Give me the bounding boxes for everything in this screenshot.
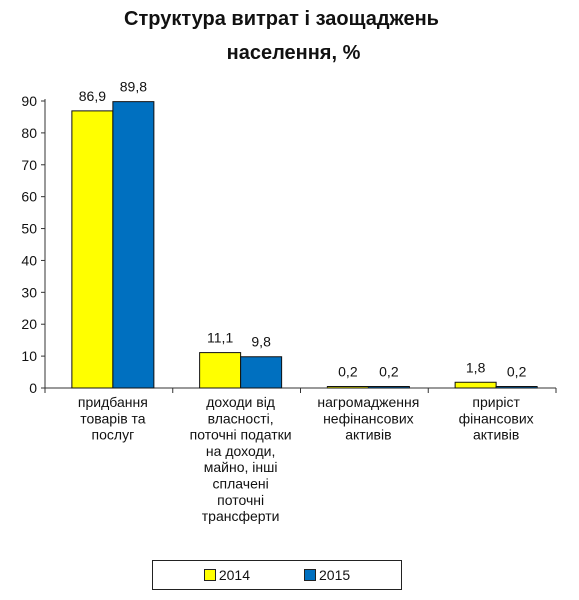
y-tick-label: 90: [21, 93, 37, 109]
legend-swatch-2015: [304, 569, 316, 581]
x-category-label: товарів та: [80, 410, 146, 426]
y-tick-label: 30: [21, 284, 37, 300]
x-category-label: поточні: [217, 492, 264, 508]
bar-2014-0: [71, 110, 114, 389]
legend-label-2014: 2014: [218, 567, 250, 583]
bar-2015-3: [495, 386, 538, 389]
x-category-label: поточні податки: [190, 427, 292, 443]
y-tick-label: 20: [21, 316, 37, 332]
data-label-2014-3: 1,8: [466, 359, 486, 375]
bar-2015-1: [240, 356, 283, 389]
x-category-label: послуг: [92, 427, 135, 443]
x-category-label: майно, інші: [204, 459, 278, 475]
x-category-label: на доходи,: [206, 443, 275, 459]
x-category-label: трансферти: [202, 508, 280, 524]
legend-item-2015: 2015: [304, 567, 350, 583]
x-category-label: нефінансових: [323, 410, 414, 426]
data-label-2015-3: 0,2: [507, 364, 527, 380]
y-tick-label: 60: [21, 189, 37, 205]
x-category-label: активів: [345, 427, 391, 443]
x-category-label: нагромадження: [317, 394, 419, 410]
bar-2015-2: [367, 386, 410, 389]
legend-label-2015: 2015: [319, 567, 351, 583]
bar-2014-3: [454, 381, 497, 389]
x-category-label: фінансових: [459, 410, 534, 426]
x-category-label: приріст: [472, 394, 520, 410]
chart-title-line-1: Структура витрат і заощаджень: [124, 8, 439, 30]
data-label-2014-2: 0,2: [338, 364, 358, 380]
data-label-2015-2: 0,2: [379, 364, 399, 380]
y-tick-label: 40: [21, 252, 37, 268]
bar-2014-1: [199, 352, 242, 389]
x-category-label: придбання: [78, 394, 148, 410]
y-tick-label: 0: [29, 380, 37, 396]
x-category-label: доходи від: [206, 394, 275, 410]
x-category-label: сплачені: [213, 476, 269, 492]
legend-swatch-2014: [203, 569, 216, 581]
data-label-2015-1: 9,8: [251, 334, 271, 350]
data-label-2014-1: 11,1: [207, 330, 233, 346]
y-tick-label: 10: [21, 348, 37, 364]
legend: 2014 2015: [152, 560, 402, 590]
data-label-2014-0: 86,9: [79, 88, 106, 104]
data-label-2015-0: 89,8: [120, 79, 147, 95]
y-tick-label: 50: [21, 221, 37, 237]
y-tick-label: 70: [21, 157, 37, 173]
x-category-label: власності,: [208, 410, 274, 426]
legend-item-2014: 2014: [203, 567, 250, 583]
bar-2014-2: [326, 386, 369, 389]
bar-2015-0: [112, 101, 155, 389]
chart-title-line-2: населення, %: [226, 42, 361, 64]
y-tick-label: 80: [21, 125, 37, 141]
x-category-label: активів: [473, 427, 519, 443]
